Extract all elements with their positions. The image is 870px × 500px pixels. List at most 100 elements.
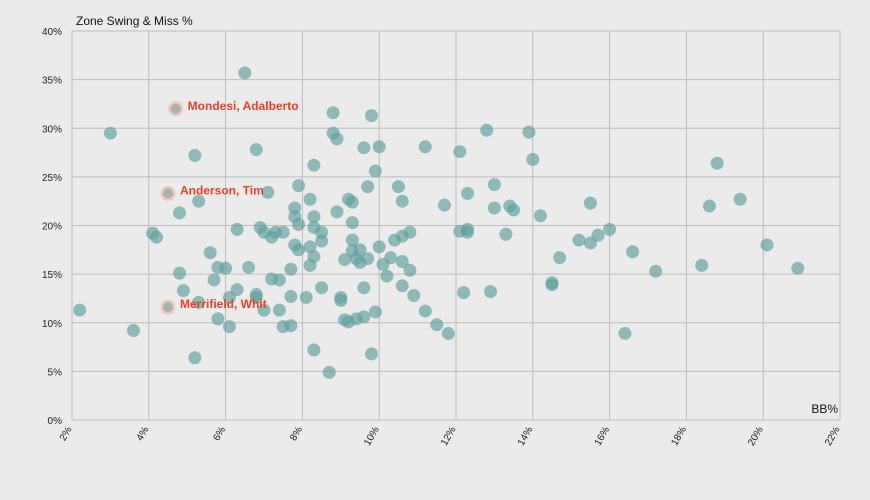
data-point [276,225,290,239]
data-point [238,66,252,80]
data-point [407,289,421,303]
data-point [395,254,409,268]
data-point [430,318,444,332]
data-point [315,234,329,248]
y-tick-label: 15% [42,270,62,281]
y-tick-label: 0% [48,416,63,427]
data-point [702,199,716,213]
data-point [207,273,221,287]
data-point [173,206,187,220]
data-point [357,310,371,324]
data-point [338,253,352,267]
data-point [368,164,382,178]
data-point [507,203,521,217]
data-point [326,106,340,120]
data-point [284,289,298,303]
data-point [126,324,140,338]
x-tick-label: 20% [746,425,766,448]
data-point [403,263,417,277]
data-point [391,180,405,194]
data-point [583,196,597,210]
data-point [249,143,263,157]
highlight-point [163,302,173,313]
y-tick-label: 5% [48,367,63,378]
x-tick-label: 2% [58,425,75,443]
x-tick-label: 14% [516,425,536,448]
data-point [307,343,321,357]
data-point [437,198,451,212]
data-point [211,312,225,326]
data-point [345,216,359,230]
data-point [368,305,382,319]
data-point [710,156,724,170]
x-tick-label: 4% [135,425,152,443]
data-point [272,303,286,317]
data-point [303,192,317,206]
data-point [230,283,244,297]
data-point [372,240,386,254]
data-point [188,351,202,365]
data-point [284,262,298,276]
data-point [73,303,87,317]
x-tick-label: 8% [288,425,305,443]
data-point [733,192,747,206]
data-point [219,261,233,275]
data-point [499,227,513,241]
data-point [357,141,371,155]
data-point [361,252,375,266]
data-point [322,365,336,379]
data-point [572,233,586,247]
highlight-label: Mondesi, Adalberto [188,99,299,113]
data-point [299,290,313,304]
highlighted-players: Mondesi, Adalberto Anderson, Tim Merrifiel… [160,99,299,315]
data-point [526,152,540,166]
x-axis-title: BB% [811,402,838,416]
data-point [257,303,271,317]
data-point [372,140,386,154]
data-point [173,266,187,280]
highlight-label: Merrifield, Whit [180,297,267,311]
data-point [384,251,398,265]
highlight-label: Anderson, Tim [180,183,264,197]
data-point [418,140,432,154]
data-point [649,264,663,278]
data-point [626,245,640,259]
x-tick-label: 10% [362,425,382,448]
data-point [361,180,375,194]
data-point [192,194,206,208]
data-point [242,260,256,274]
data-point [353,243,367,257]
data-point [307,210,321,224]
y-tick-label: 35% [42,76,62,87]
data-point [480,123,494,137]
x-tick-label: 18% [669,425,689,448]
data-point [307,250,321,264]
data-point [461,225,475,239]
highlight-point [163,188,173,199]
y-tick-label: 30% [42,124,62,135]
data-point [522,125,536,139]
data-point [103,126,117,140]
data-point [760,238,774,252]
data-point [603,222,617,236]
data-point [203,246,217,260]
data-point [357,281,371,295]
y-tick-labels: 0% 5% 10% 15% 20% 25% 30% 35% 40% [42,27,62,427]
data-point [461,186,475,200]
y-tick-label: 40% [42,27,62,38]
data-point [292,243,306,257]
grid [71,30,841,421]
data-point [418,304,432,318]
data-point [457,286,471,300]
data-point [315,281,329,295]
data-point [192,295,206,309]
data-point [533,209,547,223]
data-point [307,158,321,172]
data-point [334,293,348,307]
data-point [249,290,263,304]
data-point [330,205,344,219]
data-point [345,233,359,247]
data-point [292,218,306,232]
data-point [261,185,275,199]
data-point [441,326,455,340]
